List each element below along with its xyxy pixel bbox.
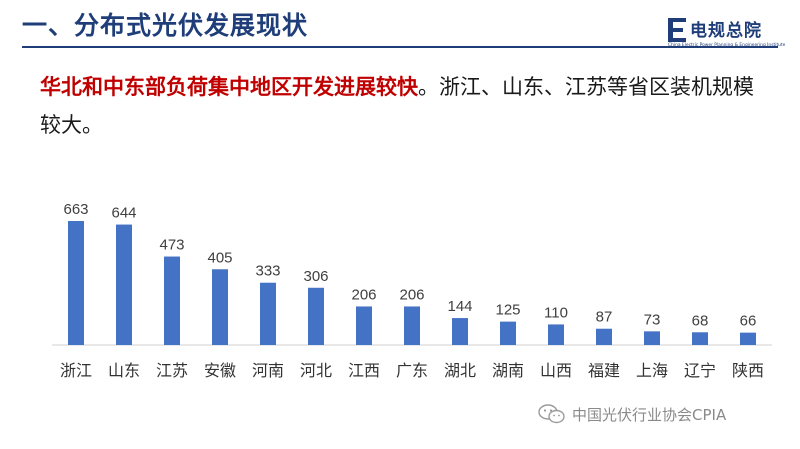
data-label: 144 xyxy=(447,298,472,315)
bar xyxy=(212,269,228,345)
x-tick-label: 山西 xyxy=(540,361,572,380)
x-tick-label: 广东 xyxy=(396,361,428,380)
data-label: 306 xyxy=(303,268,328,285)
bar xyxy=(164,256,180,345)
x-tick-label: 河南 xyxy=(252,361,284,380)
data-label: 206 xyxy=(351,286,376,303)
logo: 电规总院 China Electric Power Planning & Eng… xyxy=(668,14,785,48)
bar xyxy=(740,332,756,345)
x-tick-label: 浙江 xyxy=(60,361,92,380)
x-tick-label: 湖北 xyxy=(444,361,476,380)
bar xyxy=(260,282,276,345)
data-label: 73 xyxy=(644,311,661,328)
logo-name: 电规总院 xyxy=(690,21,762,41)
bar xyxy=(596,328,612,345)
data-label: 644 xyxy=(111,205,136,222)
x-tick-label: 河北 xyxy=(300,361,332,380)
x-tick-label: 山东 xyxy=(108,361,140,380)
data-label: 663 xyxy=(63,201,88,218)
bar xyxy=(500,321,516,345)
bar xyxy=(548,324,564,345)
headline-text: 。浙江、山东、江苏等省区装机规模较大。 xyxy=(40,75,754,137)
data-label: 473 xyxy=(159,237,184,254)
logo-icon xyxy=(668,18,686,42)
bar xyxy=(452,318,468,345)
data-label: 125 xyxy=(495,302,520,319)
x-tick-label: 陕西 xyxy=(732,361,764,380)
watermark: 中国光伏行业协会CPIA xyxy=(538,403,726,425)
x-tick-label: 福建 xyxy=(588,361,620,380)
x-tick-label: 江苏 xyxy=(156,361,188,380)
x-tick-label: 辽宁 xyxy=(684,361,716,380)
watermark-text: 中国光伏行业协会CPIA xyxy=(572,405,727,424)
data-label: 66 xyxy=(740,313,757,330)
data-label: 333 xyxy=(255,263,280,280)
data-label: 405 xyxy=(207,249,232,266)
data-label: 68 xyxy=(692,312,709,329)
bar xyxy=(356,306,372,345)
x-tick-label: 江西 xyxy=(348,361,380,380)
data-label: 206 xyxy=(399,286,424,303)
bar xyxy=(68,221,84,345)
headline-highlight: 华北和中东部负荷集中地区开发进展较快 xyxy=(40,75,418,99)
bar xyxy=(644,331,660,345)
x-tick-label: 湖南 xyxy=(492,361,524,380)
bar xyxy=(692,332,708,345)
wechat-icon xyxy=(538,404,565,424)
page-title: 一、分布式光伏发展现状 xyxy=(22,11,309,40)
logo-subtitle: China Electric Power Planning & Engineer… xyxy=(668,43,786,48)
bar xyxy=(308,287,324,345)
x-tick-label: 上海 xyxy=(636,361,668,380)
data-label: 87 xyxy=(596,309,613,326)
bar xyxy=(404,306,420,345)
x-tick-label: 安徽 xyxy=(204,361,236,380)
bar xyxy=(116,224,132,345)
headline: 华北和中东部负荷集中地区开发进展较快。浙江、山东、江苏等省区装机规模较大。 xyxy=(40,68,770,144)
data-label: 110 xyxy=(544,304,568,321)
title-divider xyxy=(22,46,778,48)
